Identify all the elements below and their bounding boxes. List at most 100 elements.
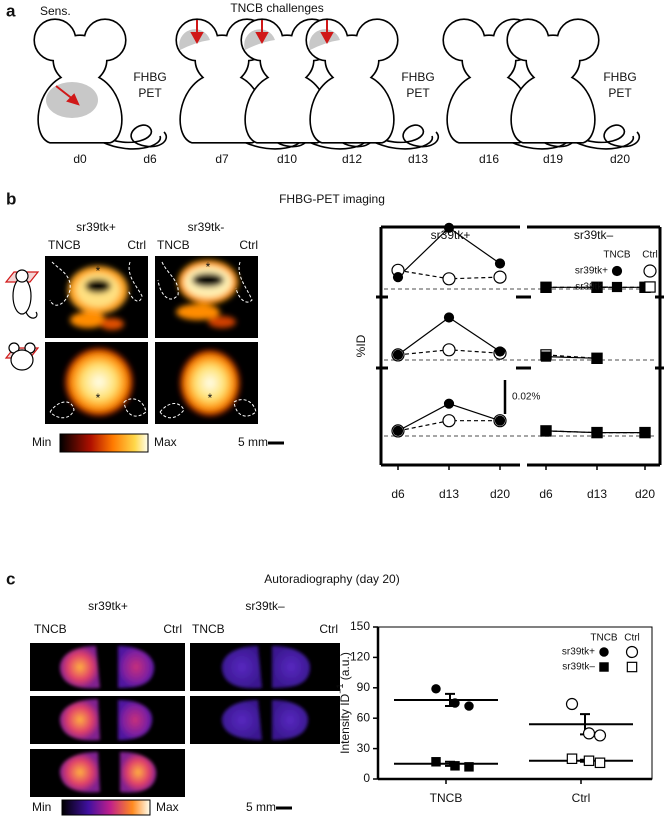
- panel-title: Autoradiography (day 20): [264, 572, 399, 586]
- marker: [582, 727, 596, 740]
- marker: [599, 662, 609, 672]
- marker: [450, 761, 460, 771]
- image-side-label: Ctrl: [239, 238, 258, 252]
- marker: [443, 312, 455, 323]
- mice: [33, 18, 641, 151]
- marker: [565, 697, 579, 711]
- legend-label: sr39tk–: [562, 662, 595, 673]
- marker: [494, 415, 506, 426]
- colorbar-max: Max: [156, 800, 179, 814]
- marker: [442, 343, 456, 357]
- marker: [611, 265, 623, 277]
- x-tick-label: Ctrl: [572, 791, 591, 805]
- marker: [450, 698, 460, 708]
- y-axis-label-text: Intensity ID: [338, 693, 352, 753]
- series-line: [545, 354, 598, 359]
- marker: [540, 351, 552, 362]
- marker: [566, 753, 578, 765]
- star: *: [206, 260, 211, 274]
- star: *: [96, 264, 101, 278]
- facet-title: sr39tk–: [574, 228, 614, 242]
- marker: [442, 414, 456, 428]
- panel-label: b: [6, 189, 16, 208]
- marker: [594, 757, 606, 769]
- marker: [392, 425, 404, 436]
- image-side-label: TNCB: [48, 238, 81, 252]
- y-tick-label: 120: [350, 650, 370, 664]
- marker: [593, 729, 607, 742]
- marker: [583, 755, 595, 767]
- marker: [639, 427, 651, 438]
- image-side-label: TNCB: [157, 238, 190, 252]
- panel-label: a: [6, 1, 16, 20]
- marker: [611, 281, 623, 293]
- pet-label: FHBG: [133, 70, 166, 84]
- day-label: d20: [610, 152, 630, 166]
- pet-images: [45, 256, 258, 424]
- marker: [392, 349, 404, 360]
- autoradiography-images: [30, 643, 340, 797]
- sens-label: Sens.: [40, 4, 71, 18]
- marker: [591, 427, 603, 438]
- x-tick-label: d6: [391, 487, 405, 501]
- marker: [591, 282, 603, 293]
- y-tick-label: 30: [357, 741, 371, 755]
- pet-label: PET: [406, 86, 430, 100]
- x-tick-label: d13: [587, 487, 607, 501]
- colorbar: [59, 433, 149, 453]
- marker: [442, 272, 456, 286]
- x-tick-label: d20: [635, 487, 655, 501]
- x-tick-label: TNCB: [430, 791, 463, 805]
- day-label: d0: [73, 152, 87, 166]
- marker: [464, 701, 474, 711]
- marker: [644, 281, 656, 293]
- star: *: [208, 391, 213, 405]
- day-label: d13: [408, 152, 428, 166]
- panel-title: FHBG-PET imaging: [279, 192, 385, 206]
- y-axis-label-suffix: (a.u.): [338, 652, 352, 683]
- pet-label: PET: [608, 86, 632, 100]
- pet-label: FHBG: [603, 70, 636, 84]
- challenge-label: TNCB challenges: [230, 1, 323, 15]
- image-title: sr39tk–: [245, 599, 285, 613]
- image-side-label: TNCB: [192, 622, 225, 636]
- image-side-label: Ctrl: [127, 238, 146, 252]
- image-side-label: Ctrl: [319, 622, 338, 636]
- colorbar-min: Min: [32, 800, 51, 814]
- marker: [494, 258, 506, 269]
- marker: [625, 645, 639, 659]
- image-title: sr39tk-: [188, 220, 225, 234]
- legend-label: sr39tk+: [562, 647, 595, 658]
- marker: [431, 684, 441, 694]
- marker: [493, 270, 507, 284]
- y-tick-label: 150: [350, 619, 370, 633]
- marker: [392, 272, 404, 283]
- scale-bar-label: 0.02%: [512, 392, 540, 403]
- legend-header: TNCB: [603, 250, 631, 261]
- colorbar-min: Min: [32, 435, 51, 449]
- day-label: d16: [479, 152, 499, 166]
- x-tick-label: d13: [439, 487, 459, 501]
- marker: [540, 282, 552, 293]
- legend-label: sr39tk+: [575, 266, 608, 277]
- y-axis-label: Intensity ID−1 (a.u.): [335, 652, 352, 754]
- image-title: sr39tk+: [76, 220, 116, 234]
- star: *: [96, 391, 101, 405]
- arrows: [55, 20, 334, 106]
- day-label: d12: [342, 152, 362, 166]
- y-axis-label-sup: −1: [335, 684, 345, 694]
- pet-label: FHBG: [401, 70, 434, 84]
- marker: [599, 647, 609, 657]
- plot-frame: [377, 626, 653, 780]
- image-title: sr39tk+: [88, 599, 128, 613]
- marker: [494, 346, 506, 357]
- marker: [591, 353, 603, 364]
- scale-bar-label: 5 mm: [246, 800, 276, 814]
- legend-header: TNCB: [590, 633, 618, 644]
- x-tick-label: d6: [539, 487, 553, 501]
- y-axis-label: %ID: [354, 334, 368, 357]
- day-label: d7: [215, 152, 229, 166]
- marker: [464, 762, 474, 772]
- colorbar-max: Max: [154, 435, 177, 449]
